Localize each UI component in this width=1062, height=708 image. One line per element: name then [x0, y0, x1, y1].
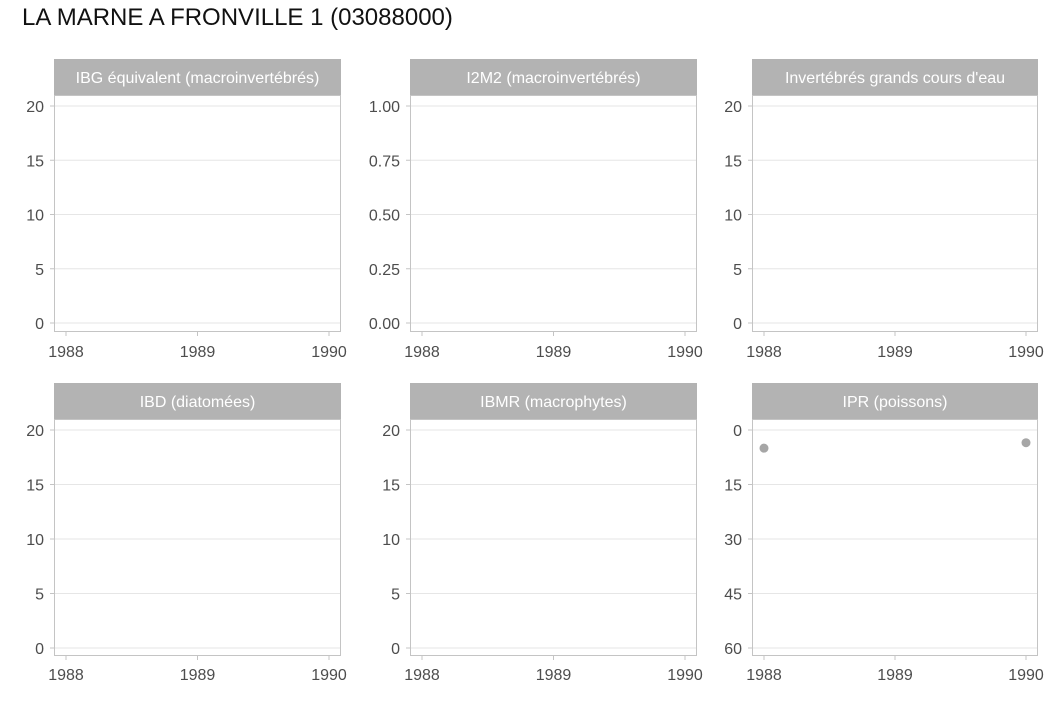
facet-panel: IBMR (macrophytes) 0 5 10 15 20 1988 1989 1990 [382, 383, 703, 684]
plot-area [752, 419, 1038, 656]
y-tick-label: 30 [724, 532, 742, 549]
facet-strip [752, 383, 1038, 419]
plot-area [752, 95, 1038, 332]
y-tick-label: 0.75 [369, 153, 400, 170]
x-tick-label: 1990 [667, 667, 703, 684]
facet-title: I2M2 (macroinvertébrés) [466, 70, 640, 87]
plot-area [410, 419, 697, 656]
y-tick-label: 0 [35, 316, 44, 333]
y-tick-label: 5 [733, 262, 742, 279]
x-tick-label: 1990 [1008, 344, 1044, 361]
y-tick-label: 0.00 [369, 316, 400, 333]
y-tick-label: 45 [724, 587, 742, 604]
y-tick-label: 0.50 [369, 208, 400, 225]
y-tick-label: 1.00 [369, 99, 400, 116]
x-tick-label: 1989 [536, 667, 572, 684]
facet-strip [54, 383, 341, 419]
x-tick-label: 1990 [311, 667, 347, 684]
x-tick-label: 1989 [180, 344, 216, 361]
facet-title: Invertébrés grands cours d'eau [785, 70, 1005, 87]
panel-border [752, 419, 1038, 656]
y-tick-label: 60 [724, 641, 742, 658]
facet-title: IPR (poissons) [843, 394, 948, 411]
y-tick-label: 5 [35, 587, 44, 604]
y-tick-label: 10 [26, 532, 44, 549]
y-tick-label: 0 [733, 423, 742, 440]
y-tick-label: 5 [391, 587, 400, 604]
facet-panel: IBG équivalent (macroinvertébrés) 0 5 10 15 2… [26, 59, 347, 361]
x-tick-label: 1989 [877, 344, 913, 361]
facet-panel: Invertébrés grands cours d'eau 0 5 10 15 20 19… [724, 59, 1044, 361]
facet-strip [54, 59, 341, 95]
y-tick-label: 0 [391, 641, 400, 658]
data-point [759, 443, 769, 453]
panel-border [752, 95, 1038, 332]
x-tick-label: 1988 [404, 344, 440, 361]
plot-area [54, 419, 341, 656]
facet-panel: I2M2 (macroinvertébrés) 0.00 0.25 0.50 0.75 1… [369, 59, 703, 361]
facet-strip [752, 59, 1038, 95]
y-tick-label: 15 [26, 478, 44, 495]
y-tick-label: 0 [35, 641, 44, 658]
x-tick-label: 1990 [667, 344, 703, 361]
x-tick-label: 1990 [311, 344, 347, 361]
y-tick-label: 0.25 [369, 262, 400, 279]
x-tick-label: 1990 [1008, 667, 1044, 684]
y-tick-label: 15 [26, 153, 44, 170]
facet-title: IBD (diatomées) [140, 394, 256, 411]
x-tick-label: 1988 [48, 344, 84, 361]
panel-border [54, 95, 341, 332]
y-tick-label: 0 [733, 316, 742, 333]
y-tick-label: 10 [382, 532, 400, 549]
y-tick-label: 20 [382, 423, 400, 440]
x-tick-label: 1988 [746, 667, 782, 684]
page-title: LA MARNE A FRONVILLE 1 (03088000) [22, 4, 453, 31]
x-tick-label: 1989 [536, 344, 572, 361]
plot-area [54, 95, 341, 332]
x-tick-label: 1988 [404, 667, 440, 684]
data-point [1021, 438, 1031, 448]
y-tick-label: 5 [35, 262, 44, 279]
facet-title: IBG équivalent (macroinvertébrés) [76, 70, 320, 87]
y-tick-label: 15 [724, 478, 742, 495]
y-tick-label: 20 [724, 99, 742, 116]
facet-strip [410, 59, 697, 95]
y-tick-label: 10 [26, 208, 44, 225]
panel-border [410, 419, 697, 656]
y-tick-label: 10 [724, 208, 742, 225]
plot-area [410, 95, 697, 332]
x-tick-label: 1989 [180, 667, 216, 684]
x-tick-label: 1988 [48, 667, 84, 684]
y-tick-label: 20 [26, 423, 44, 440]
facet-strip [410, 383, 697, 419]
x-tick-label: 1989 [877, 667, 913, 684]
panel-border [410, 95, 697, 332]
x-tick-label: 1988 [746, 344, 782, 361]
y-tick-label: 15 [382, 478, 400, 495]
facet-title: IBMR (macrophytes) [480, 394, 627, 411]
facet-panel: IBD (diatomées) 0 5 10 15 20 1988 1989 1990 [26, 383, 347, 684]
panel-border [54, 419, 341, 656]
y-tick-label: 15 [724, 153, 742, 170]
y-tick-label: 20 [26, 99, 44, 116]
